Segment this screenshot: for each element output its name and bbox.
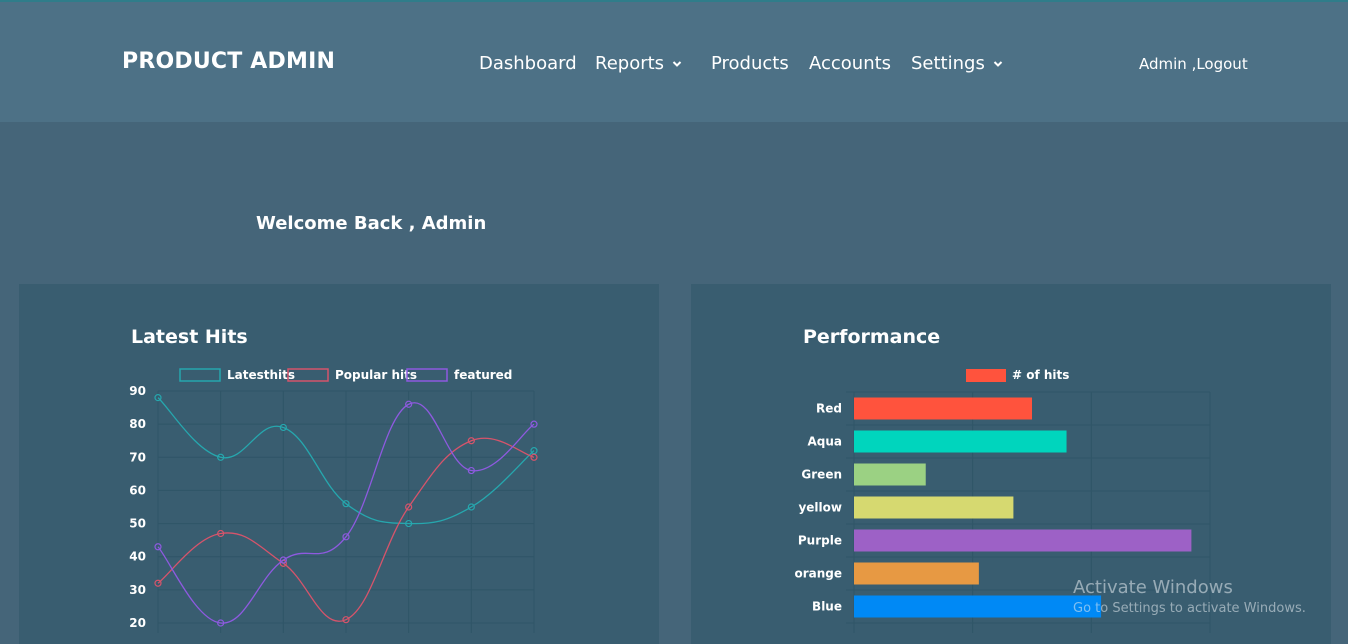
nav-products-label: Products <box>711 53 789 74</box>
legend-label: featured <box>454 368 512 382</box>
brand-title[interactable]: PRODUCT ADMIN <box>122 49 336 74</box>
data-point <box>467 466 475 475</box>
nav-accounts-label: Accounts <box>809 53 892 74</box>
admin-logout-link[interactable]: Admin ,Logout <box>1139 55 1248 73</box>
nav-products[interactable]: Products <box>711 53 789 74</box>
y-tick-label: 70 <box>129 450 146 464</box>
category-label: Blue <box>812 600 842 614</box>
y-tick-label: 80 <box>129 417 146 431</box>
series-line <box>157 402 535 624</box>
navbar: PRODUCT ADMIN Dashboard Reports Products… <box>0 2 1348 122</box>
chevron-down-icon <box>672 61 682 67</box>
performance-title: Performance <box>803 326 941 348</box>
top-accent-line <box>0 0 1348 2</box>
legend-swatch <box>179 368 221 382</box>
category-label: Green <box>801 468 842 482</box>
legend-label: # of hits <box>1012 368 1069 382</box>
nav-settings-label: Settings <box>911 53 985 74</box>
bar <box>854 529 1192 552</box>
y-tick-label: 60 <box>129 483 146 497</box>
y-tick-label: 50 <box>129 517 146 531</box>
legend-swatch <box>406 368 448 382</box>
data-point <box>530 453 538 461</box>
legend-label: Latesthits <box>227 368 295 382</box>
data-point <box>405 400 413 408</box>
nav-dashboard[interactable]: Dashboard <box>479 53 577 74</box>
data-point <box>467 437 475 445</box>
data-point <box>467 503 475 511</box>
legend-item: Popular hits <box>287 368 417 382</box>
data-point <box>342 616 350 624</box>
watermark-line2: Go to Settings to activate Windows. <box>1073 601 1306 616</box>
bar <box>854 397 1032 420</box>
category-label: yellow <box>798 501 842 515</box>
legend-item: Latesthits <box>179 368 295 382</box>
category-label: orange <box>794 567 842 581</box>
data-point <box>217 619 225 627</box>
welcome-message: Welcome Back , Admin <box>256 213 487 234</box>
data-point <box>154 579 162 587</box>
series-line <box>157 437 535 622</box>
data-point <box>154 394 162 402</box>
bar <box>854 430 1067 453</box>
nav-dashboard-label: Dashboard <box>479 53 577 74</box>
activate-windows-watermark: Activate Windows Go to Settings to activ… <box>1073 577 1306 616</box>
data-point <box>405 503 413 511</box>
data-point <box>405 519 413 528</box>
data-point <box>279 556 287 564</box>
data-point <box>217 453 225 461</box>
bar <box>854 562 979 585</box>
category-label: Aqua <box>807 435 842 449</box>
nav-reports[interactable]: Reports <box>595 53 682 74</box>
legend-item: # of hits <box>966 368 1069 382</box>
nav-settings[interactable]: Settings <box>911 53 1003 74</box>
chevron-down-icon <box>993 61 1003 67</box>
data-point <box>530 420 538 428</box>
data-point <box>279 423 287 432</box>
data-point <box>342 533 350 541</box>
legend-swatch <box>287 368 329 382</box>
bar <box>854 463 926 486</box>
data-point <box>154 543 162 551</box>
latest-hits-title: Latest Hits <box>131 326 248 348</box>
legend-label: Popular hits <box>335 368 417 382</box>
category-label: Red <box>816 402 842 416</box>
y-tick-label: 40 <box>129 550 146 564</box>
data-point <box>342 500 350 508</box>
bar-chart-grid <box>846 391 1211 633</box>
nav-reports-label: Reports <box>595 53 665 74</box>
data-point <box>217 529 225 538</box>
bar <box>854 496 1014 519</box>
y-tick-label: 90 <box>129 384 146 398</box>
category-label: Purple <box>798 534 842 548</box>
bar <box>854 595 1102 618</box>
line-chart-grid <box>157 390 535 633</box>
latest-hits-line-chart: 90 80 70 60 50 40 30 20 Latesthits Popular hits fe… <box>129 368 538 633</box>
latest-hits-panel: Latest Hits 90 80 70 60 50 40 30 20 Latesthits Po… <box>19 284 659 644</box>
performance-bar-chart: # of hits Red Aqua Green yellow Purple orange B… <box>794 368 1211 633</box>
y-tick-label: 30 <box>129 583 146 597</box>
data-point <box>530 447 538 455</box>
legend-swatch <box>966 369 1006 382</box>
series-line <box>157 397 535 525</box>
legend-item: featured <box>406 368 512 382</box>
y-tick-label: 20 <box>129 616 146 630</box>
watermark-line1: Activate Windows <box>1073 577 1233 598</box>
performance-panel: Performance # of hits Red Aqua Green yellow P… <box>691 284 1331 644</box>
nav-accounts[interactable]: Accounts <box>809 53 891 74</box>
